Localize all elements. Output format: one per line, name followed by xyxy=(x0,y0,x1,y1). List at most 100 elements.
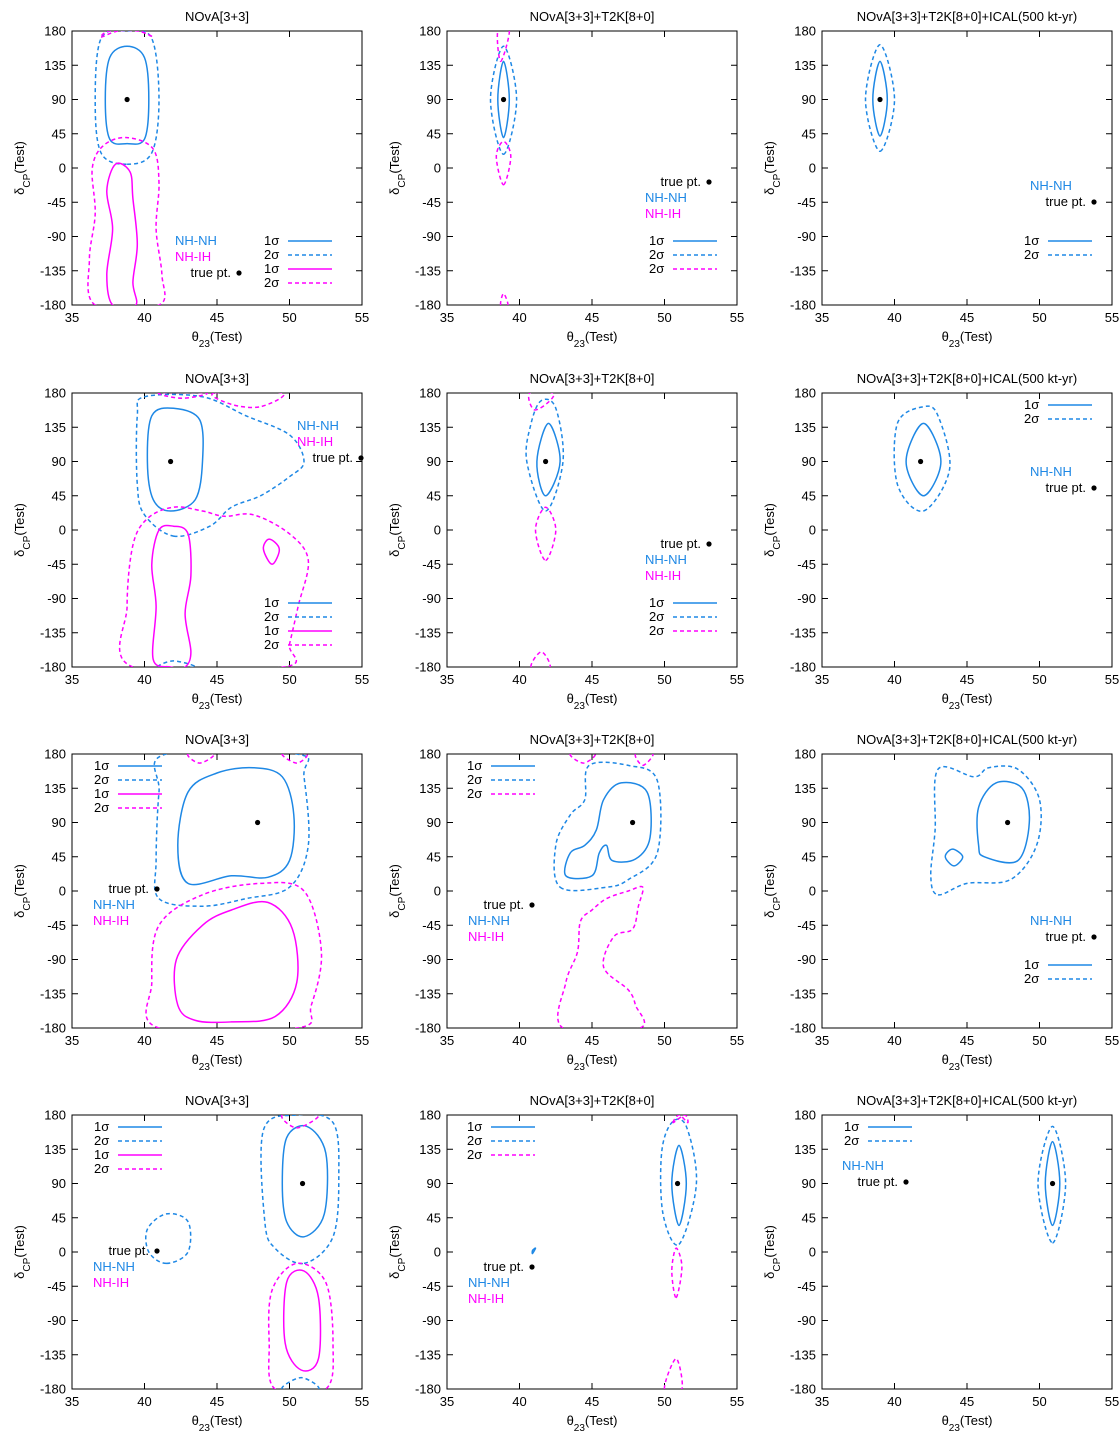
x-tick-label: 50 xyxy=(282,672,296,687)
y-tick-label: 90 xyxy=(52,92,66,107)
y-tick-label: -90 xyxy=(47,229,66,244)
y-tick-label: 45 xyxy=(427,849,441,864)
legend-true-point-label: true pt. xyxy=(858,1174,898,1189)
contour-nh-ih-2sigma xyxy=(267,1262,335,1389)
legend-true-point-marker xyxy=(529,902,535,908)
contour-nh-ih-2sigma xyxy=(671,1247,683,1299)
chart-panel-7: NOvA[3+3] 35 40 45 50 55 -180 -135 -90 -45 0 45 90 13… xyxy=(12,732,369,1073)
contour-nh-ih-1sigma xyxy=(262,538,281,566)
contour-nh-nh-1sigma xyxy=(944,848,964,867)
x-tick-label: 50 xyxy=(282,1394,296,1409)
contour-nh-ih-2sigma xyxy=(672,1115,689,1124)
contour-nh-ih-1sigma xyxy=(151,524,192,667)
legend-true-point-label: true pt. xyxy=(1046,480,1086,495)
legend-true-point-marker xyxy=(358,455,364,461)
legend-nh-nh-label: NH-NH xyxy=(468,913,510,928)
contour-nh-nh-1sigma xyxy=(536,422,561,497)
contour-nh-ih-1sigma xyxy=(282,1269,322,1372)
x-axis-label: θ23(Test) xyxy=(192,691,243,712)
chart-panel-11: NOvA[3+3]+T2K[8+0] 35 40 45 50 55 -180 -135 -90 -… xyxy=(387,1093,744,1434)
contour-nh-ih-2sigma xyxy=(496,31,511,63)
x-tick-label: 45 xyxy=(960,310,974,325)
legend-true-point-marker xyxy=(903,1179,909,1185)
y-tick-label: 180 xyxy=(419,1108,441,1123)
x-tick-label: 50 xyxy=(282,310,296,325)
y-axis-label: δCP(Test) xyxy=(12,1225,33,1279)
legend-line-label: 2σ xyxy=(649,623,664,638)
y-tick-label: 135 xyxy=(44,420,66,435)
x-tick-label: 50 xyxy=(657,310,671,325)
legend-true-point-marker xyxy=(236,270,242,276)
plot-frame xyxy=(446,753,738,1029)
x-tick-label: 35 xyxy=(440,310,454,325)
legend-line-label: 1σ xyxy=(264,233,279,248)
contour-nh-nh-1sigma xyxy=(531,1247,537,1255)
plot-frame xyxy=(446,30,738,306)
legend-true-point-label: true pt. xyxy=(1046,194,1086,209)
x-tick-label: 45 xyxy=(585,1394,599,1409)
x-tick-label: 40 xyxy=(137,1394,151,1409)
plot-frame xyxy=(821,392,1113,668)
contour-nh-nh-1sigma xyxy=(872,60,889,137)
x-tick-label: 50 xyxy=(657,1033,671,1048)
y-tick-label: -180 xyxy=(790,1382,816,1397)
x-tick-label: 40 xyxy=(887,1394,901,1409)
legend-nh-nh-label: NH-NH xyxy=(1030,464,1072,479)
x-axis-label: θ23(Test) xyxy=(942,691,993,712)
contour-layer xyxy=(864,43,896,153)
legend-true-point-marker xyxy=(154,886,160,892)
chart-panel-3: NOvA[3+3]+T2K[8+0]+ICAL(500 kt-yr) 35 40 45… xyxy=(762,9,1119,350)
contour-nh-ih-2sigma xyxy=(157,393,208,400)
x-tick-label: 35 xyxy=(815,310,829,325)
y-tick-label: -45 xyxy=(797,195,816,210)
y-tick-label: -180 xyxy=(790,660,816,675)
y-tick-label: 135 xyxy=(44,781,66,796)
y-tick-label: -180 xyxy=(415,1021,441,1036)
chart-title: NOvA[3+3]+T2K[8+0] xyxy=(530,732,655,747)
y-tick-label: -90 xyxy=(422,952,441,967)
y-tick-label: -45 xyxy=(797,557,816,572)
contour-nh-nh-2sigma xyxy=(489,45,518,156)
x-axis-label: θ23(Test) xyxy=(567,1413,618,1434)
legend-line-label: 1σ xyxy=(649,233,664,248)
y-tick-label: 45 xyxy=(52,1210,66,1225)
y-tick-label: 45 xyxy=(427,126,441,141)
legend-line-label: 1σ xyxy=(264,623,279,638)
y-tick-label: 0 xyxy=(809,161,816,176)
true-point-marker xyxy=(630,819,636,826)
y-tick-label: 0 xyxy=(59,523,66,538)
y-tick-label: -90 xyxy=(47,952,66,967)
legend-nh-nh-label: NH-NH xyxy=(645,552,687,567)
legend-line-label: 1σ xyxy=(1024,957,1039,972)
y-tick-label: -135 xyxy=(40,263,66,278)
legend-line-label: 2σ xyxy=(264,637,279,652)
legend-line-label: 2σ xyxy=(264,247,279,262)
legend-line-label: 1σ xyxy=(1024,233,1039,248)
contour-nh-nh-2sigma xyxy=(864,43,896,153)
plot-frame xyxy=(446,392,738,668)
y-tick-label: -45 xyxy=(797,918,816,933)
y-tick-label: -90 xyxy=(47,1313,66,1328)
y-tick-label: -135 xyxy=(415,263,441,278)
legend-true-point-label: true pt. xyxy=(109,1243,149,1258)
plot-frame xyxy=(821,753,1113,1029)
x-tick-label: 55 xyxy=(730,310,744,325)
chart-panel-9: NOvA[3+3]+T2K[8+0]+ICAL(500 kt-yr) 35 40 45… xyxy=(762,732,1119,1073)
x-tick-label: 45 xyxy=(960,1033,974,1048)
true-point-marker xyxy=(674,1180,681,1187)
contour-layer xyxy=(930,765,1042,896)
chart-panel-6: NOvA[3+3]+T2K[8+0]+ICAL(500 kt-yr) 35 40 45… xyxy=(762,371,1119,712)
y-tick-label: 0 xyxy=(59,161,66,176)
y-tick-label: 90 xyxy=(427,815,441,830)
chart-title: NOvA[3+3]+T2K[8+0] xyxy=(530,9,655,24)
contour-nh-nh-2sigma xyxy=(153,754,310,907)
y-tick-label: 90 xyxy=(802,1176,816,1191)
chart-panel-8: NOvA[3+3]+T2K[8+0] 35 40 45 50 55 -180 -135 -90 -… xyxy=(387,732,744,1073)
legend-line-label: 2σ xyxy=(264,609,279,624)
contour-nh-ih-1sigma xyxy=(173,900,299,1024)
chart-title: NOvA[3+3] xyxy=(185,371,249,386)
y-tick-label: -90 xyxy=(797,591,816,606)
legend-line-label: 2σ xyxy=(467,1133,482,1148)
x-tick-label: 35 xyxy=(815,1394,829,1409)
legend-nh-nh-label: NH-NH xyxy=(297,418,339,433)
